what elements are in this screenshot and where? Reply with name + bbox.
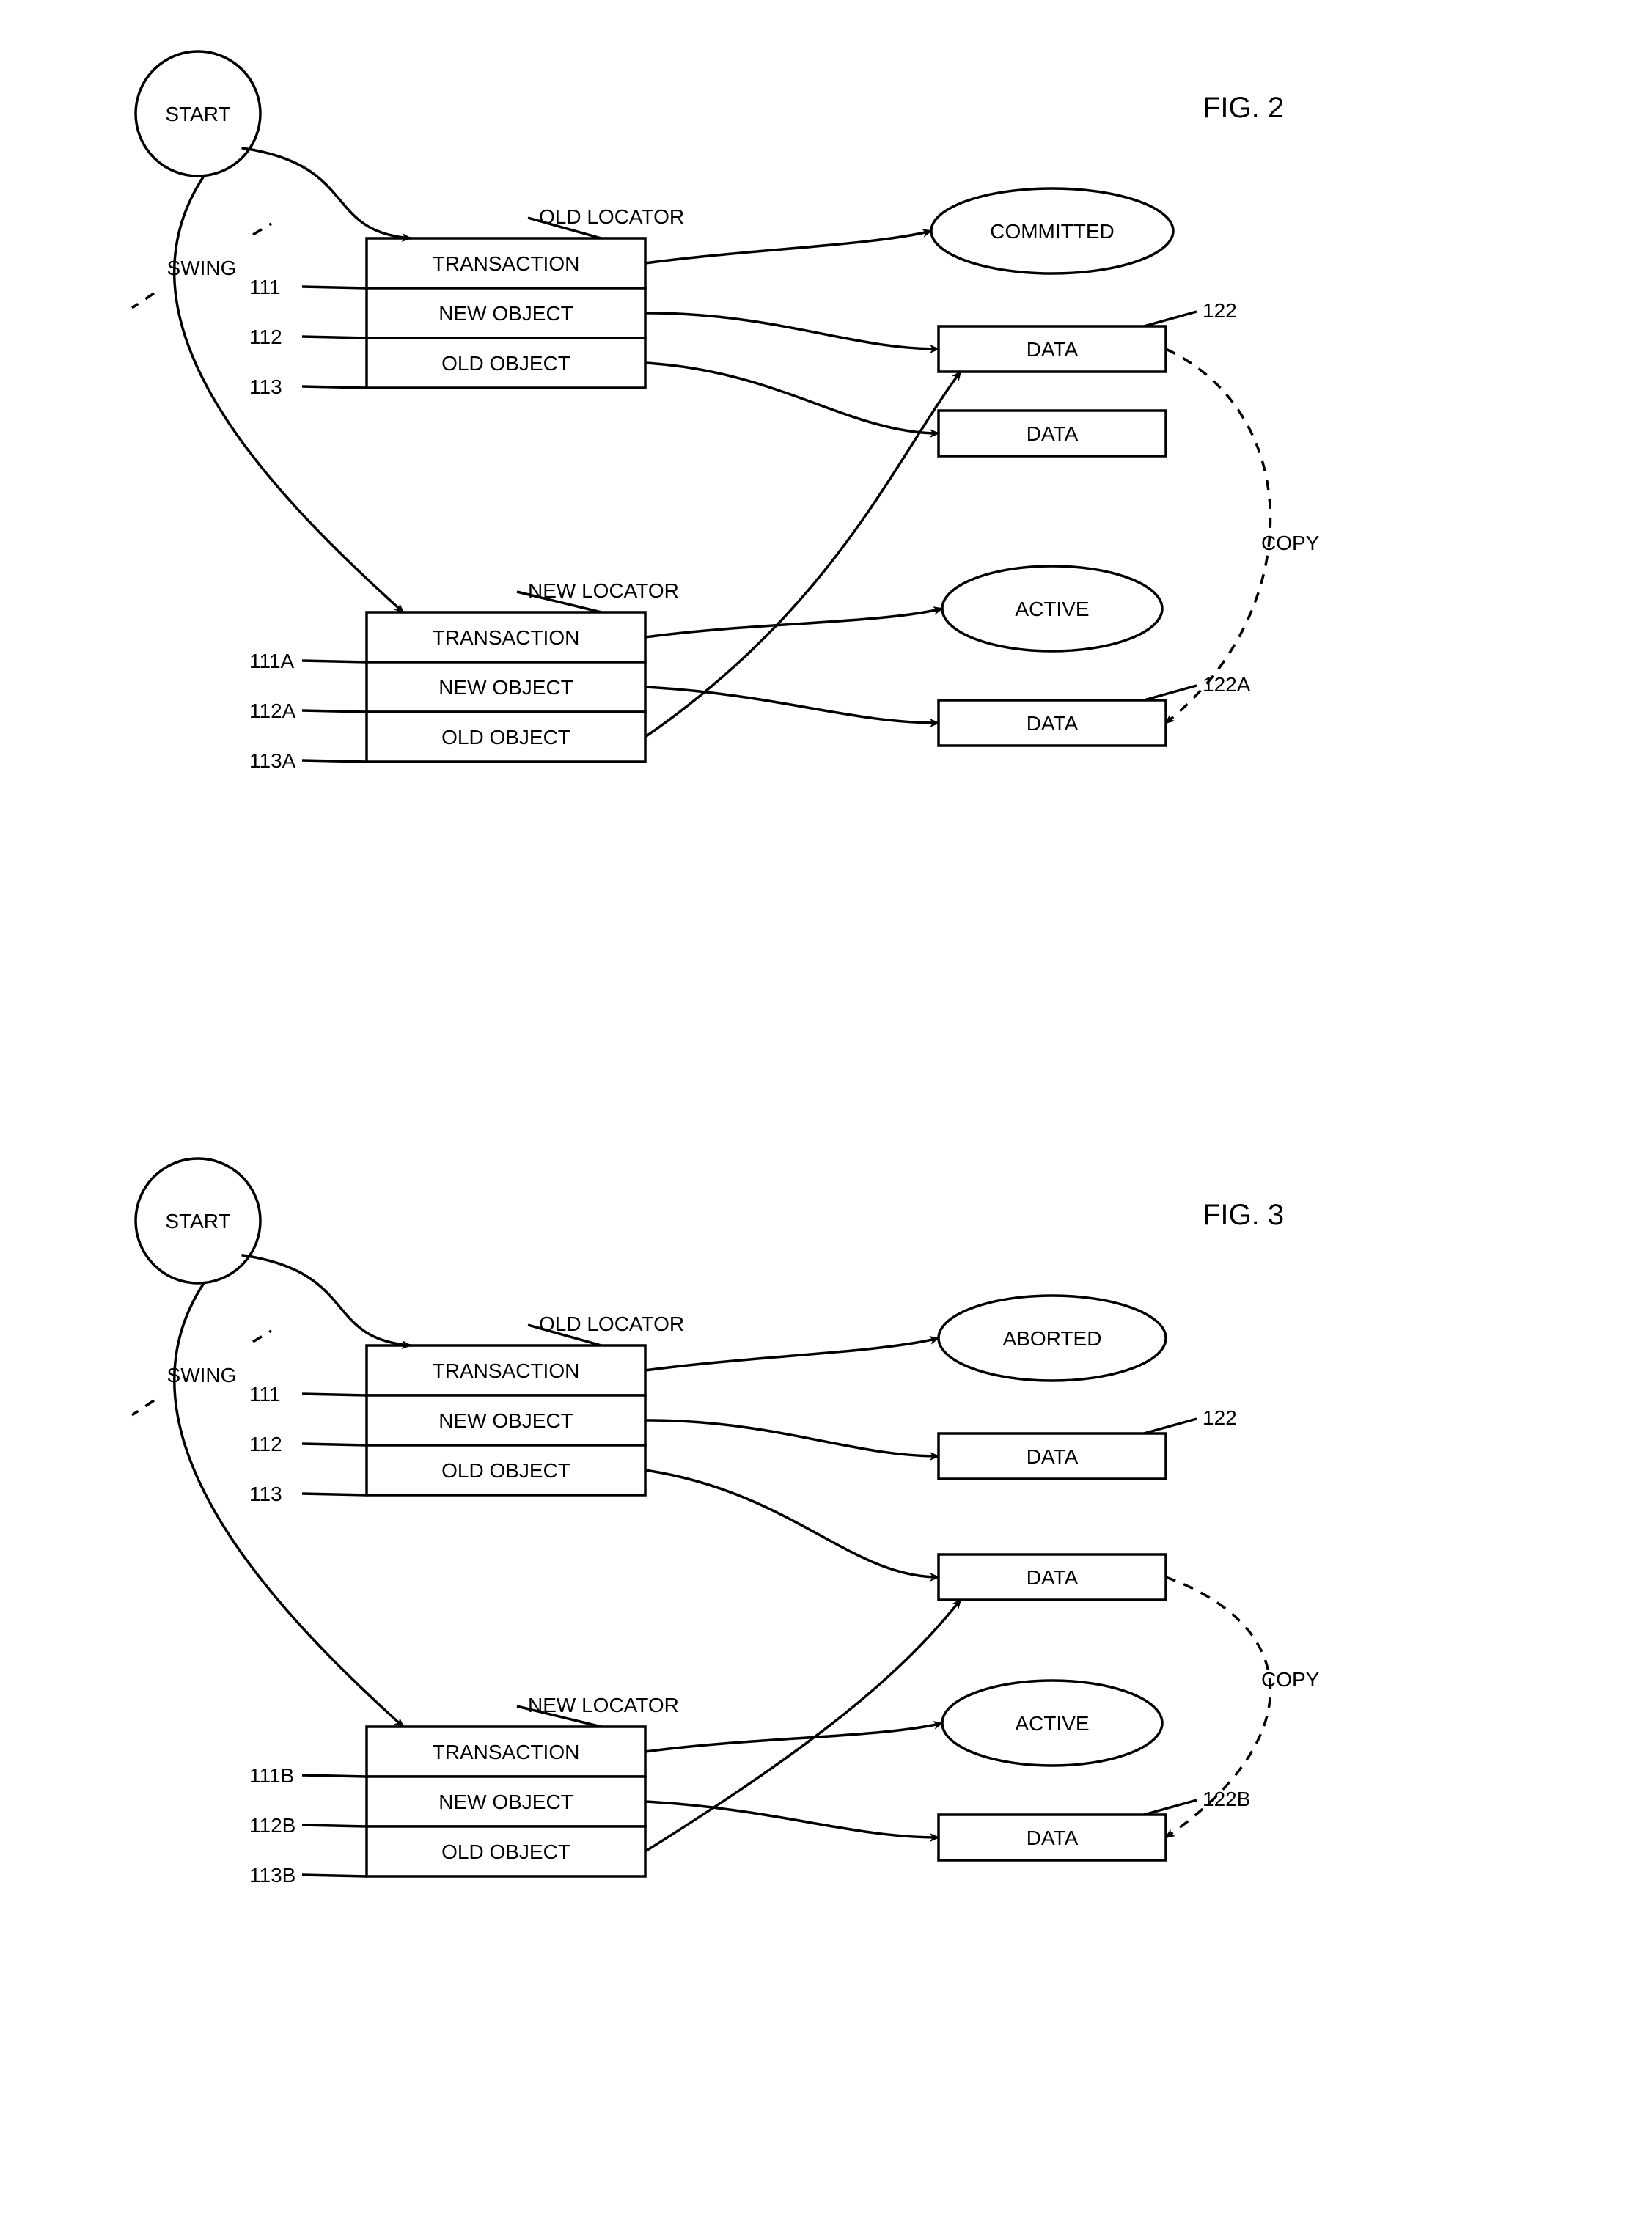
arrow <box>645 313 939 349</box>
row-text: OLD OBJECT <box>441 1459 570 1482</box>
data-text: DATA <box>1027 1826 1079 1849</box>
row-text: NEW OBJECT <box>438 676 573 699</box>
ref-leader <box>302 1494 367 1495</box>
status-text: ACTIVE <box>1015 598 1089 620</box>
row-text: NEW OBJECT <box>438 1791 573 1813</box>
start-label: START <box>165 103 230 125</box>
figure-title: FIG. 2 <box>1203 92 1284 124</box>
ref-leader <box>1144 1419 1197 1433</box>
row-text: NEW OBJECT <box>438 302 573 325</box>
reference-number: 122 <box>1203 299 1237 322</box>
row-text: TRANSACTION <box>433 252 580 275</box>
row-text: TRANSACTION <box>433 1741 580 1763</box>
reference-number: 112 <box>249 326 282 348</box>
status-text: ACTIVE <box>1015 1712 1089 1735</box>
data-text: DATA <box>1027 422 1079 445</box>
row-text: NEW OBJECT <box>438 1409 573 1432</box>
data-text: DATA <box>1027 1566 1079 1589</box>
swing-label: SWING <box>167 257 237 279</box>
old-locator-label: OLD LOCATOR <box>539 1312 684 1335</box>
transaction-arrow <box>645 609 942 637</box>
swing-dash <box>253 1331 271 1342</box>
reference-number: 122B <box>1203 1788 1250 1810</box>
arrow <box>645 1600 961 1851</box>
start-label: START <box>165 1210 230 1233</box>
old-locator-label: OLD LOCATOR <box>539 205 684 228</box>
transaction-arrow <box>645 1338 939 1370</box>
arrow <box>645 372 961 737</box>
ref-leader <box>302 1775 367 1777</box>
data-text: DATA <box>1027 1445 1079 1468</box>
row-text: TRANSACTION <box>433 626 580 649</box>
copy-arrow <box>1166 349 1271 723</box>
new-locator-label: NEW LOCATOR <box>528 579 679 602</box>
reference-number: 112A <box>249 699 296 722</box>
row-text: OLD OBJECT <box>441 726 570 749</box>
ref-leader <box>302 1444 367 1445</box>
data-text: DATA <box>1027 712 1079 735</box>
ref-leader <box>1144 686 1197 700</box>
data-text: DATA <box>1027 338 1079 361</box>
swing-label: SWING <box>167 1364 237 1387</box>
start-to-old-arrow <box>242 148 411 238</box>
reference-number: 112 <box>249 1433 282 1455</box>
figure-title: FIG. 3 <box>1203 1199 1284 1231</box>
transaction-arrow <box>645 1723 942 1752</box>
arrow <box>645 363 939 433</box>
ref-leader <box>302 760 367 762</box>
swing-dash <box>132 293 154 308</box>
new-locator-label: NEW LOCATOR <box>528 1694 679 1716</box>
copy-label: COPY <box>1261 1668 1320 1691</box>
status-text: ABORTED <box>1003 1327 1102 1350</box>
reference-number: 111 <box>249 276 281 298</box>
copy-label: COPY <box>1261 532 1320 554</box>
ref-leader <box>302 287 367 288</box>
ref-leader <box>302 661 367 662</box>
reference-number: 122A <box>1203 673 1251 696</box>
reference-number: 113A <box>249 749 296 772</box>
reference-number: 111 <box>249 1383 281 1406</box>
ref-leader <box>1144 1800 1197 1815</box>
status-text: COMMITTED <box>990 220 1115 243</box>
arrow <box>645 1420 939 1456</box>
reference-number: 122 <box>1203 1406 1237 1429</box>
row-text: TRANSACTION <box>433 1359 580 1382</box>
reference-number: 111B <box>249 1764 294 1787</box>
diagram-canvas: FIG. 2 START OLD LOCATOR TRANSACTION 111 NEW … <box>0 0 1652 2218</box>
ref-leader <box>302 1825 367 1826</box>
ref-leader <box>302 337 367 338</box>
ref-leader <box>302 386 367 388</box>
row-text: OLD OBJECT <box>441 1840 570 1863</box>
arrow <box>645 1470 939 1577</box>
reference-number: 112B <box>249 1814 295 1837</box>
ref-leader <box>1144 312 1197 326</box>
transaction-arrow <box>645 231 931 263</box>
swing-dash <box>132 1400 154 1415</box>
reference-number: 111A <box>249 650 295 672</box>
ref-leader <box>302 710 367 712</box>
ref-leader <box>302 1875 367 1876</box>
row-text: OLD OBJECT <box>441 352 570 375</box>
reference-number: 113 <box>249 1483 282 1505</box>
ref-leader <box>302 1394 367 1395</box>
arrow <box>645 1802 939 1837</box>
reference-number: 113 <box>249 375 282 398</box>
reference-number: 113B <box>249 1864 295 1887</box>
swing-dash <box>253 224 271 235</box>
start-to-old-arrow <box>242 1255 411 1345</box>
